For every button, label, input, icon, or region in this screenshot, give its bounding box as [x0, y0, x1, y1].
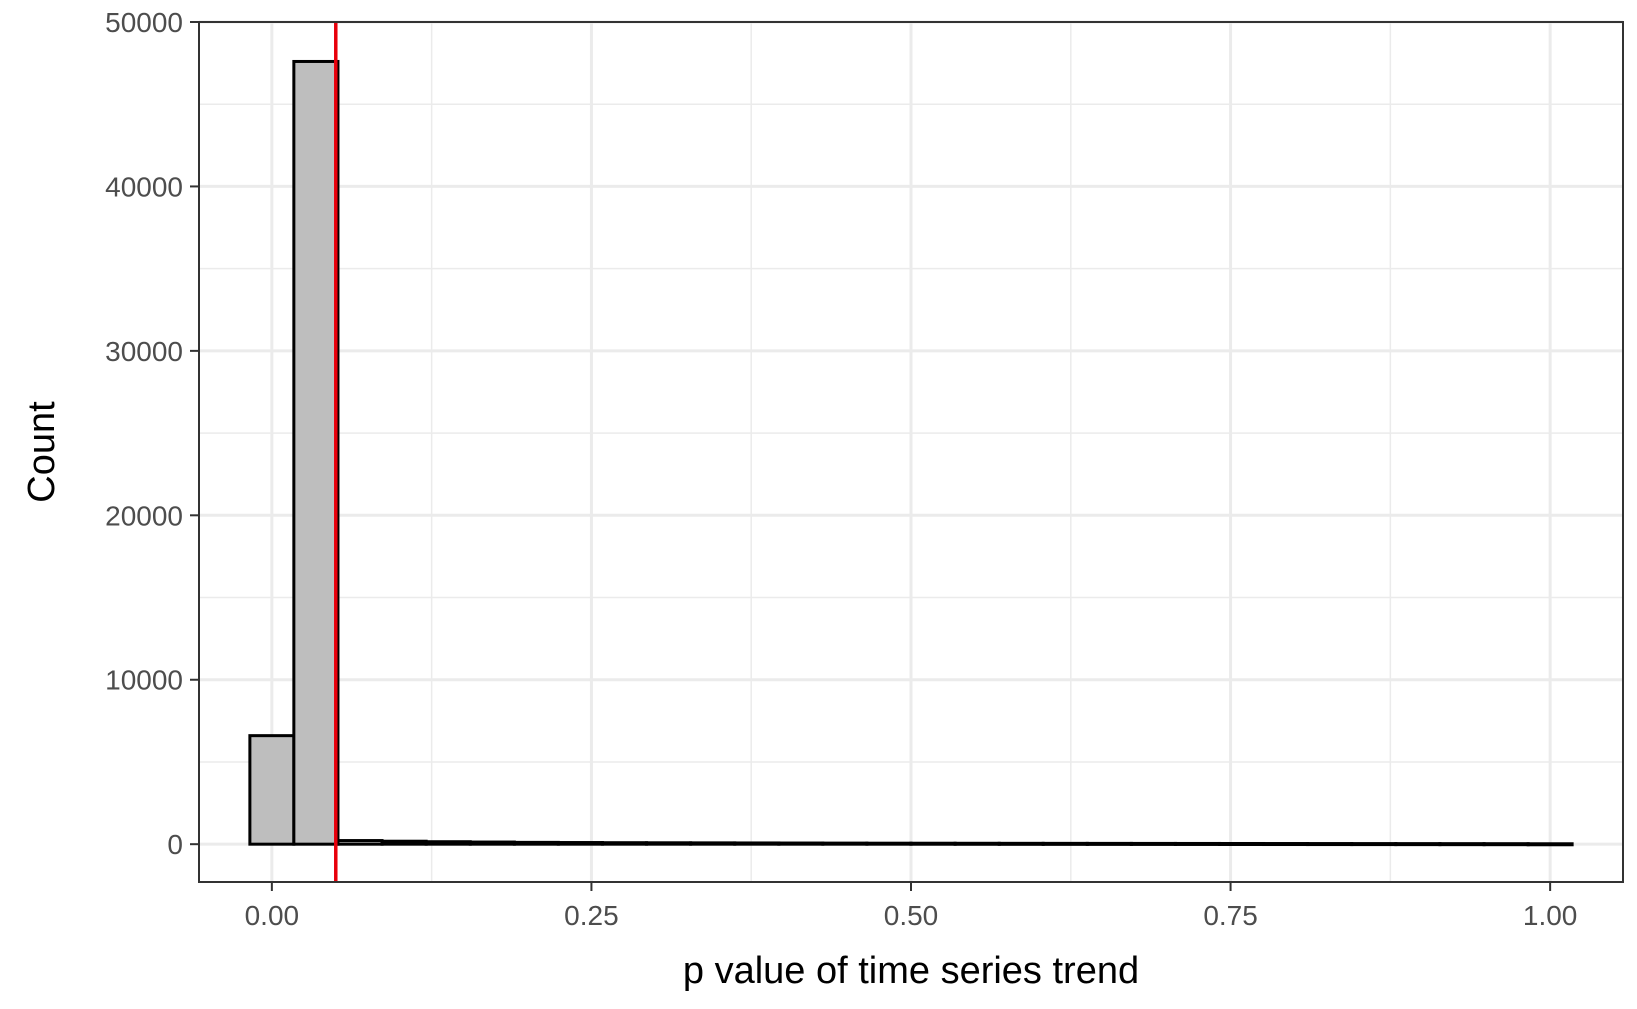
- histogram-bar-25: [1350, 842, 1398, 847]
- y-tick-label: 30000: [105, 336, 183, 367]
- histogram-bars: [248, 59, 1574, 847]
- histogram-bar-19: [1085, 841, 1133, 846]
- y-tick-label: 50000: [105, 7, 183, 38]
- histogram-bar-12: [777, 841, 825, 846]
- y-axis: 0 10000 20000 30000 40000 50000: [105, 7, 199, 860]
- histogram-bar-20: [1129, 841, 1177, 846]
- histogram-bar-26: [1394, 842, 1442, 847]
- histogram-bar-9: [645, 841, 693, 846]
- histogram-bar-22: [1218, 841, 1266, 846]
- histogram-bar-18: [1041, 841, 1089, 846]
- x-tick-label: 0.25: [564, 900, 619, 931]
- y-tick-label: 40000: [105, 171, 183, 202]
- histogram-bar-6: [512, 840, 560, 846]
- histogram-bar-1: [292, 59, 340, 846]
- histogram-bar-8: [600, 841, 649, 846]
- x-axis: 0.00 0.25 0.50 0.75 1.00: [245, 882, 1578, 931]
- x-tick-label: 0.00: [245, 900, 300, 931]
- y-tick-label: 10000: [105, 665, 183, 696]
- histogram-bar-11: [733, 841, 781, 846]
- histogram-bar-16: [953, 841, 1001, 846]
- histogram-bar-5: [468, 840, 516, 846]
- histogram-bar-24: [1306, 842, 1354, 847]
- histogram-bar-13: [821, 841, 869, 846]
- x-tick-label: 0.50: [884, 900, 939, 931]
- x-tick-label: 0.75: [1203, 900, 1258, 931]
- y-tick-label: 0: [167, 829, 183, 860]
- histogram-bar-23: [1262, 842, 1310, 847]
- x-axis-title: p value of time series trend: [683, 950, 1139, 992]
- histogram-bar-3: [380, 839, 428, 846]
- y-axis-title: Count: [21, 401, 63, 503]
- histogram-bar-7: [556, 841, 604, 846]
- histogram-bar-14: [865, 841, 913, 846]
- histogram-bar-15: [909, 841, 957, 846]
- histogram-bar-21: [1173, 841, 1222, 846]
- histogram-bar-2: [336, 839, 384, 846]
- y-tick-label: 20000: [105, 500, 183, 531]
- histogram-bar-10: [689, 841, 737, 846]
- histogram-bar-27: [1438, 842, 1486, 847]
- histogram-bar-0: [248, 734, 296, 846]
- histogram-bar-29: [1526, 842, 1574, 847]
- histogram-bar-28: [1482, 842, 1530, 847]
- x-tick-label: 1.00: [1523, 900, 1578, 931]
- histogram-bar-4: [424, 840, 472, 846]
- histogram-bar-17: [997, 841, 1045, 846]
